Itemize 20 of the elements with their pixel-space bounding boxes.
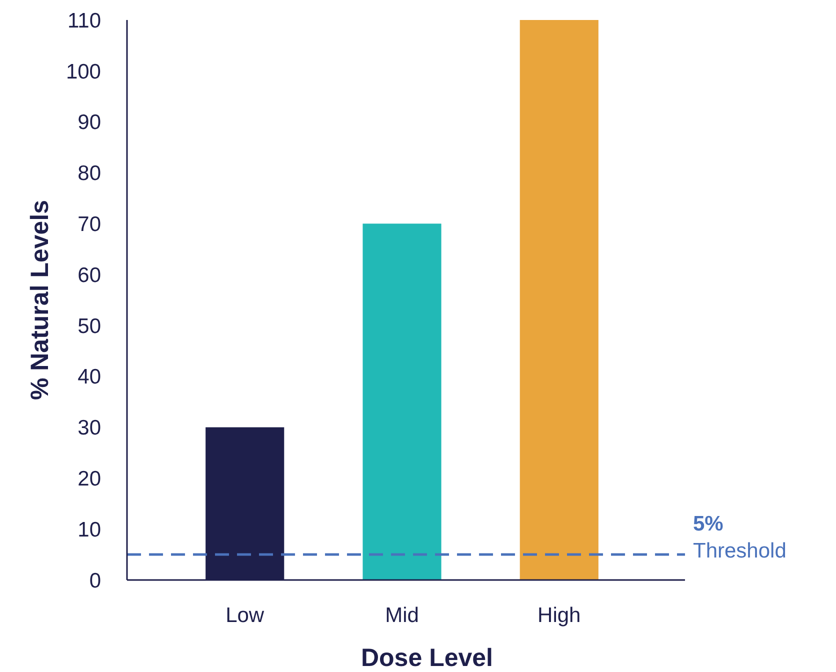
y-axis-title: % Natural Levels (26, 200, 54, 400)
y-tick-label: 0 (89, 569, 101, 592)
y-tick-label: 50 (78, 314, 101, 338)
y-tick-label: 10 (78, 518, 101, 542)
y-tick-label: 60 (78, 264, 101, 287)
ref-line-label: 5% Threshold (693, 512, 786, 563)
bar (520, 20, 598, 580)
x-tick-label: Mid (385, 604, 419, 627)
y-tick-label: 30 (78, 416, 101, 440)
y-tick-label: 20 (78, 468, 101, 491)
x-tick-label: Low (226, 604, 265, 627)
y-tick-label: 100 (66, 60, 101, 84)
bar (362, 224, 442, 580)
x-tick-label: High (538, 604, 581, 627)
y-tick-label: 110 (68, 9, 101, 32)
y-tick-label: 90 (78, 111, 101, 134)
y-tick-label: 40 (78, 366, 101, 389)
x-axis-title: Dose Level (360, 644, 494, 672)
y-tick-label: 80 (78, 162, 101, 186)
y-tick-label: 70 (78, 212, 101, 236)
